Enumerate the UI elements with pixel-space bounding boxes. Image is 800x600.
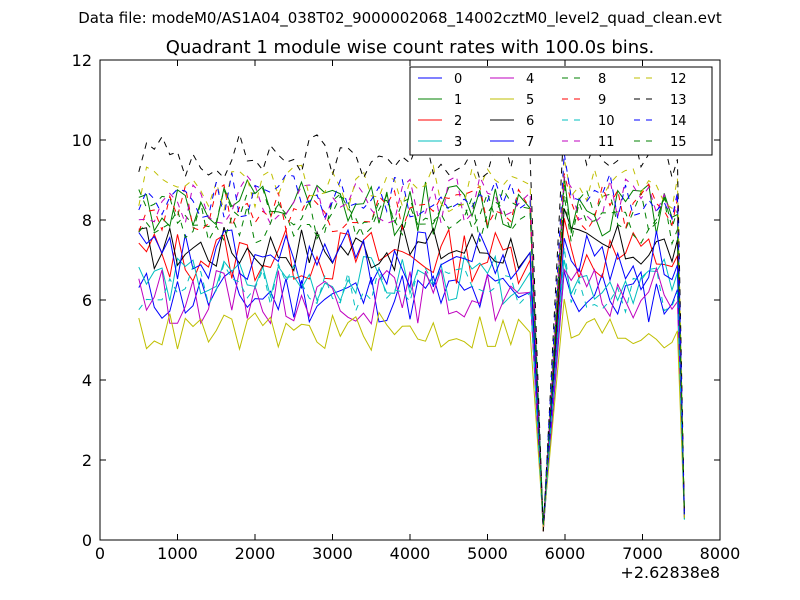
legend-label-15: 15 [670,135,687,150]
legend-label-4: 4 [526,72,534,87]
series-line-2 [138,218,685,532]
y-tick-label: 4 [82,371,92,390]
chart-suptitle: Data file: modeM0/AS1A04_038T02_90000020… [78,9,722,28]
series-line-5 [138,298,685,526]
y-tick-label: 2 [82,451,92,470]
series-line-12 [138,158,685,531]
x-tick-label: 2000 [235,544,276,563]
series-line-14 [138,153,685,525]
tick-layer: 0 1000 2000 3000 4000 5000 6000 7000 80000246810… [72,51,741,563]
legend-label-10: 10 [598,114,615,129]
legend-label-6: 6 [526,114,534,129]
legend-label-14: 14 [670,114,687,129]
x-tick-label: 4000 [390,544,431,563]
legend-label-0: 0 [454,72,462,87]
y-tick-label: 6 [82,291,92,310]
series-layer [138,119,685,532]
x-tick-label: 7000 [622,544,663,563]
y-tick-label: 0 [82,531,92,550]
series-line-11 [138,174,685,531]
legend-label-13: 13 [670,93,687,108]
x-offset-label: +2.62838e8 [620,563,720,582]
legend-label-1: 1 [454,93,462,108]
series-line-6 [138,208,685,527]
x-tick-label: 0 [95,544,105,563]
legend-box [409,66,713,156]
legend-label-5: 5 [526,93,534,108]
series-line-4 [138,266,685,525]
y-tick-label: 8 [82,211,92,230]
series-line-15 [138,194,685,526]
chart-title: Quadrant 1 module wise count rates with … [166,37,655,58]
x-tick-label: 1000 [157,544,198,563]
x-tick-label: 8000 [700,544,741,563]
series-line-1 [138,176,685,531]
legend-label-9: 9 [598,93,606,108]
series-line-8 [138,183,685,528]
legend-label-11: 11 [598,135,615,150]
y-tick-label: 10 [72,131,92,150]
x-tick-label: 5000 [467,544,508,563]
x-tick-label: 3000 [312,544,353,563]
legend-label-3: 3 [454,135,462,150]
legend-label-8: 8 [598,72,606,87]
series-line-0 [138,269,685,530]
x-tick-label: 6000 [545,544,586,563]
legend-label-12: 12 [670,72,687,87]
y-tick-label: 12 [72,51,92,70]
legend-label-7: 7 [526,135,534,150]
series-line-7 [138,228,685,528]
legend-label-2: 2 [454,114,462,129]
